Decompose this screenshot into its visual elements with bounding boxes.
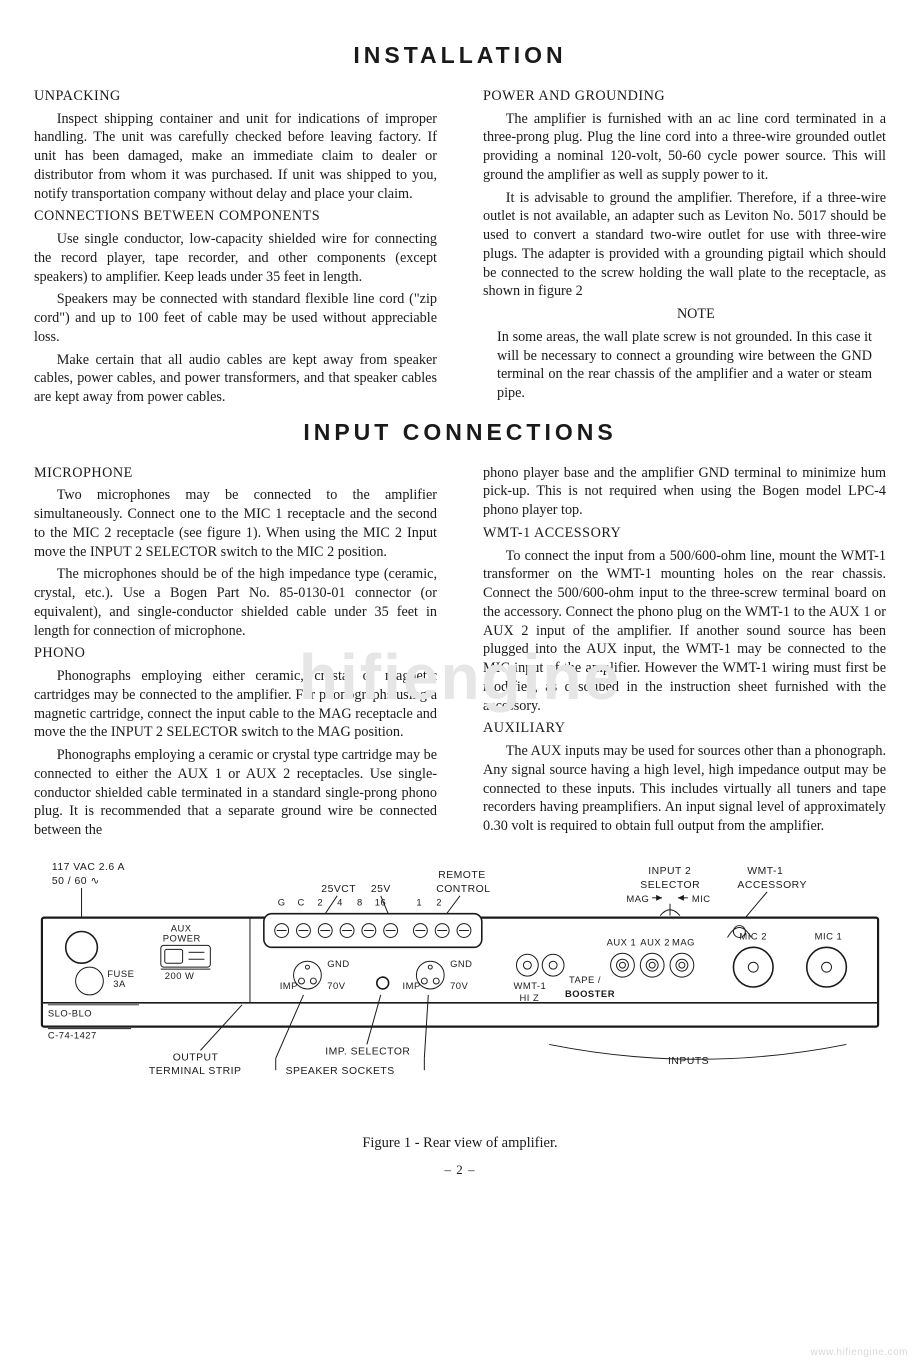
label-speaker-sockets: SPEAKER SOCKETS [286, 1066, 395, 1077]
label-117vac: 117 VAC 2.6 A [52, 862, 125, 873]
para: To connect the input from a 500/600-ohm … [483, 547, 886, 716]
label-16: 16 [375, 896, 386, 907]
input-columns: MICROPHONE Two microphones may be connec… [34, 464, 886, 842]
label-output: OUTPUT [173, 1052, 219, 1063]
note-body: In some areas, the wall plate screw is n… [483, 328, 886, 403]
installation-columns: UNPACKING Inspect shipping container and… [34, 87, 886, 409]
label-5060: 50 / 60 ∿ [52, 876, 100, 887]
para: Phonographs employing a ceramic or cryst… [34, 746, 437, 840]
rear-panel-svg: 117 VAC 2.6 A 50 / 60 ∿ 25VCT 25V REMOTE… [34, 856, 886, 1114]
label-2: 2 [317, 896, 323, 907]
para: Two microphones may be connected to the … [34, 486, 437, 561]
label-imp-selector: IMP. SELECTOR [325, 1046, 410, 1057]
para: Use single conductor, low-capacity shiel… [34, 230, 437, 286]
label-tape: TAPE / [569, 974, 601, 985]
para: Make certain that all audio cables are k… [34, 351, 437, 407]
label-hiz: HI Z [519, 992, 539, 1003]
label-aux2: AUX 2 [640, 936, 670, 947]
subhead-unpacking: UNPACKING [34, 87, 437, 106]
label-terminal-strip: TERMINAL STRIP [149, 1066, 242, 1077]
subhead-power-grounding: POWER AND GROUNDING [483, 87, 886, 106]
label-70v1: 70V [327, 980, 345, 991]
para: phono player base and the amplifier GND … [483, 464, 886, 520]
label-mic1: MIC 1 [815, 930, 843, 941]
para: Phonographs employing either ceramic, cr… [34, 667, 437, 742]
label-remote: REMOTE [438, 870, 485, 881]
label-25vct: 25VCT [321, 884, 356, 895]
subhead-connections: CONNECTIONS BETWEEN COMPONENTS [34, 207, 437, 226]
label-input2: INPUT 2 [648, 866, 691, 877]
figure-1-diagram: 117 VAC 2.6 A 50 / 60 ∿ 25VCT 25V REMOTE… [34, 856, 886, 1119]
note-title: NOTE [483, 305, 886, 324]
label-booster: BOOSTER [565, 988, 615, 999]
label-power: POWER [163, 932, 201, 943]
label-c: C [298, 896, 305, 907]
page-number: – 2 – [34, 1162, 886, 1178]
label-25v: 25V [371, 884, 391, 895]
label-magjack: MAG [672, 936, 695, 947]
label-imp1: IMP [280, 980, 298, 991]
subhead-wmt1: WMT-1 ACCESSORY [483, 524, 886, 543]
label-mic2: MIC 2 [739, 930, 767, 941]
label-r2: 2 [436, 896, 442, 907]
label-accessory: ACCESSORY [737, 880, 807, 891]
subhead-microphone: MICROPHONE [34, 464, 437, 483]
label-wmt1: WMT-1 [747, 866, 783, 877]
label-8: 8 [357, 896, 363, 907]
subhead-auxiliary: AUXILIARY [483, 719, 886, 738]
label-imp2: IMP [403, 980, 421, 991]
label-3a: 3A [113, 978, 126, 989]
label-selector: SELECTOR [640, 880, 700, 891]
label-inputs: INPUTS [668, 1056, 709, 1067]
rca-aux-mag: AUX 1 AUX 2 MAG [607, 936, 695, 977]
figure-caption: Figure 1 - Rear view of amplifier. [34, 1135, 886, 1152]
para: The microphones should be of the high im… [34, 565, 437, 640]
terminal-screws [275, 923, 471, 937]
label-200w: 200 W [165, 970, 195, 981]
label-mic: MIC [692, 892, 711, 903]
label-r1: 1 [416, 896, 422, 907]
label-wmt1-jack: WMT-1 [513, 980, 546, 991]
page: hifiengine INSTALLATION UNPACKING Inspec… [0, 0, 920, 1366]
para: It is advisable to ground the amplifier.… [483, 189, 886, 301]
label-partno: C-74-1427 [48, 1029, 97, 1040]
heading-input-connections: INPUT CONNECTIONS [34, 419, 886, 446]
footer-watermark: www.hifiengine.com [811, 1347, 908, 1358]
subhead-phono: PHONO [34, 644, 437, 663]
label-aux1: AUX 1 [607, 936, 637, 947]
label-sloblo: SLO-BLO [48, 1007, 92, 1018]
heading-installation: INSTALLATION [34, 42, 886, 69]
label-70v2: 70V [450, 980, 468, 991]
label-mag: MAG [626, 892, 649, 903]
para: The AUX inputs may be used for sources o… [483, 742, 886, 836]
para: Inspect shipping container and unit for … [34, 110, 437, 204]
label-control: CONTROL [436, 884, 490, 895]
para: The amplifier is furnished with an ac li… [483, 110, 886, 185]
label-g: G [278, 896, 286, 907]
label-gnd2: GND [450, 958, 472, 969]
label-4: 4 [337, 896, 343, 907]
para: Speakers may be connected with standard … [34, 290, 437, 346]
label-gnd1: GND [327, 958, 349, 969]
